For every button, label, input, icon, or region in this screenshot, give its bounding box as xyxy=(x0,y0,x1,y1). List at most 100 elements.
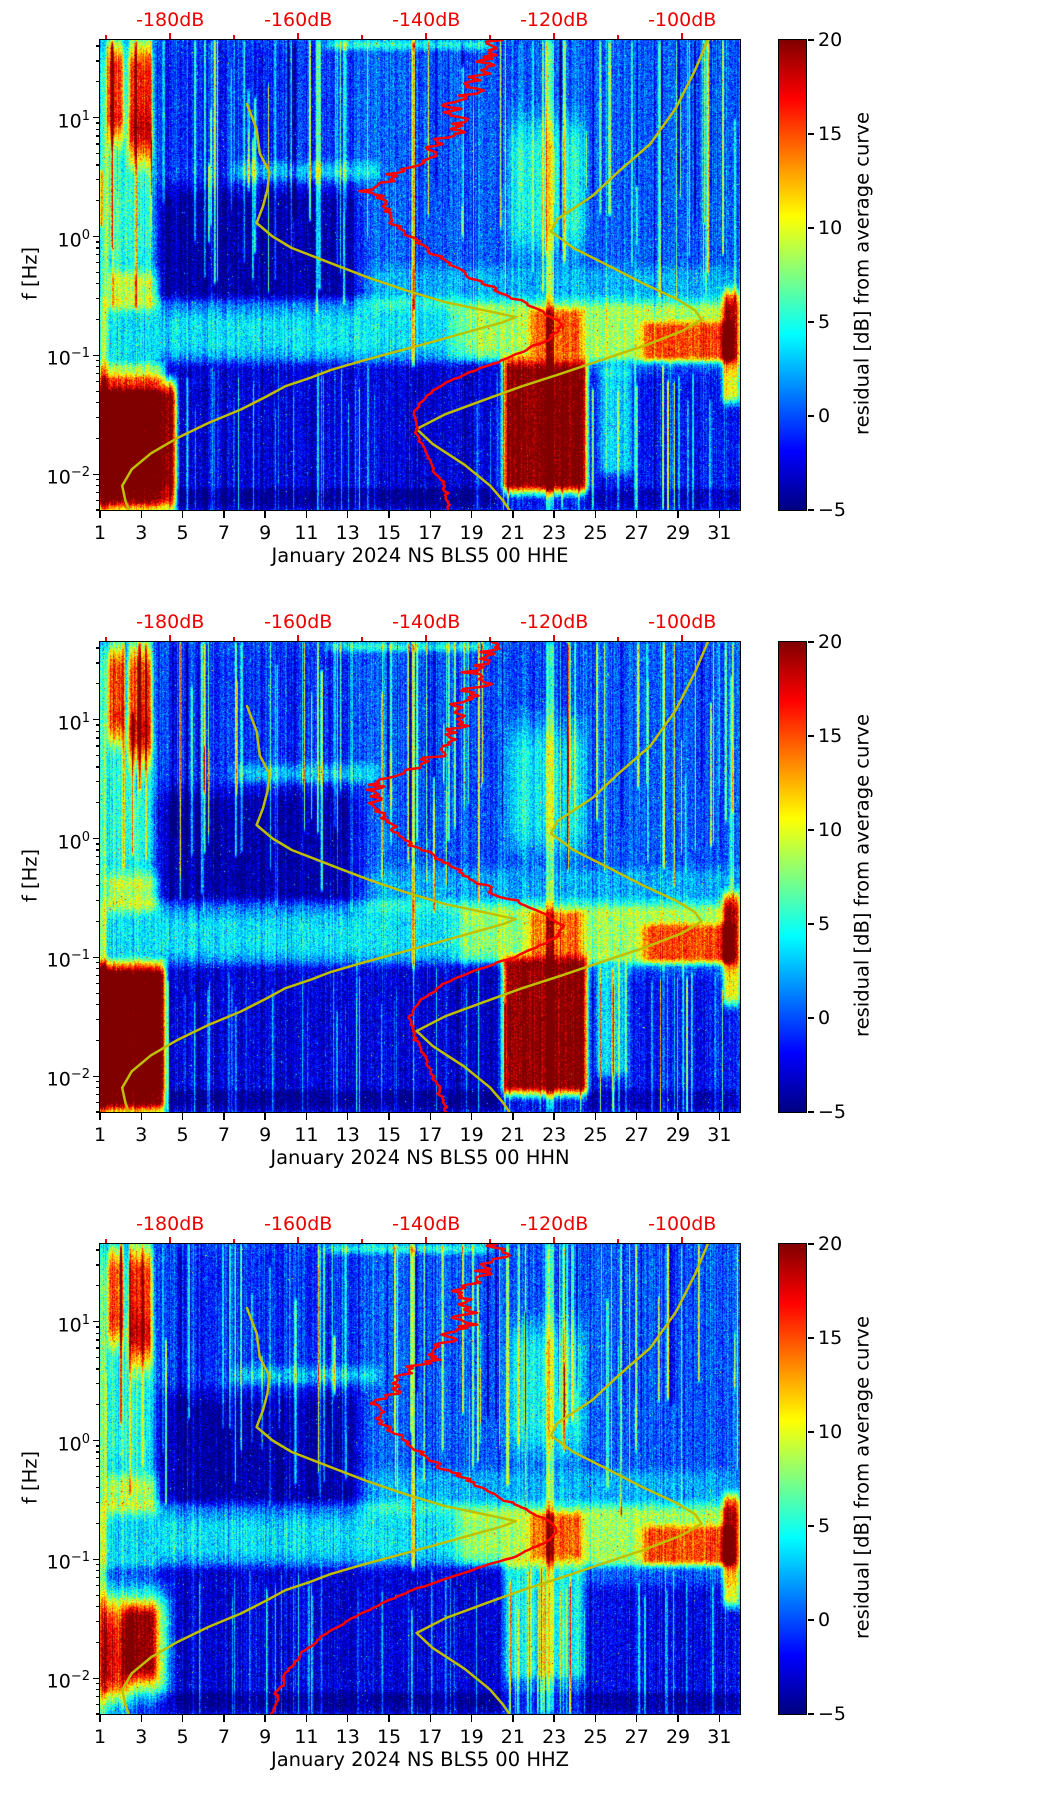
x-tick-label: 13 xyxy=(335,1124,360,1146)
x-tick-label: 23 xyxy=(542,522,567,544)
x-tick-label: 13 xyxy=(335,522,360,544)
x-tick xyxy=(140,1113,142,1120)
x-tick-label: 1 xyxy=(93,1124,107,1146)
x-tick xyxy=(429,511,431,518)
y-tick-exponent: −1 xyxy=(70,948,90,964)
plot-title: January 2024 NS BLS5 00 HHN xyxy=(270,1146,570,1169)
x-tick xyxy=(305,1113,308,1120)
x-tick xyxy=(388,511,390,518)
spectrogram-plot xyxy=(99,1243,741,1715)
x-tick-label: 31 xyxy=(707,1726,732,1748)
median-psd-curve xyxy=(269,1244,558,1714)
x-tick-label: 31 xyxy=(707,1124,732,1146)
x-tick xyxy=(636,511,638,518)
x-tick-label: 29 xyxy=(665,1124,691,1146)
colorbar-tick xyxy=(808,1619,814,1621)
x-tick-label: 25 xyxy=(583,1726,608,1748)
x-tick-label: 29 xyxy=(665,522,691,544)
x-tick-label: 9 xyxy=(259,1726,272,1748)
x-tick-label: 15 xyxy=(376,522,402,544)
median-psd-curve xyxy=(358,40,564,510)
colorbar-tick xyxy=(808,1431,814,1433)
y-tick-exponent: 1 xyxy=(81,710,90,726)
y-tick-base: 10 xyxy=(57,830,82,853)
high-noise-model-curve xyxy=(415,1244,710,1714)
y-tick-label: 10−2 xyxy=(16,1062,90,1092)
colorbar-tick xyxy=(808,1713,814,1715)
x-tick xyxy=(718,511,721,518)
x-tick xyxy=(181,1715,184,1722)
top-axis-label: -100dB xyxy=(648,1213,717,1235)
x-tick-label: 15 xyxy=(376,1124,402,1146)
x-tick xyxy=(305,1715,308,1722)
spectrogram-panel-hhe: f [Hz] 1 3 5 7 9 11 13 15 17 19 21 23 25 27 29 31 101 100… xyxy=(0,0,1052,602)
colorbar-tick xyxy=(808,1111,814,1113)
x-tick-label: 5 xyxy=(176,1726,189,1748)
x-tick xyxy=(677,1113,679,1120)
x-tick-label: 7 xyxy=(217,1726,230,1748)
y-tick-label: 10−1 xyxy=(16,1545,90,1575)
top-axis-label: -160dB xyxy=(264,611,333,633)
top-axis-label: -180dB xyxy=(136,611,205,633)
colorbar xyxy=(778,641,807,1113)
x-tick xyxy=(99,511,101,518)
x-tick-label: 23 xyxy=(542,1124,567,1146)
psd-curves-overlay xyxy=(120,1244,710,1714)
x-tick xyxy=(594,1113,597,1120)
x-tick-label: 19 xyxy=(459,1726,484,1748)
y-tick-exponent: 1 xyxy=(81,108,90,124)
spectrogram-panel-hhz: f [Hz] 1 3 5 7 9 11 13 15 17 19 21 23 25 27 29 31 101 100… xyxy=(0,1204,1052,1806)
y-tick-label: 101 xyxy=(16,104,90,134)
top-axis-label: -160dB xyxy=(264,1213,333,1235)
y-tick-base: 10 xyxy=(46,1551,71,1574)
x-tick xyxy=(470,511,473,518)
y-axis-label: f [Hz] xyxy=(18,1450,42,1505)
y-tick-base: 10 xyxy=(46,347,71,370)
x-tick xyxy=(347,1113,349,1120)
x-tick xyxy=(553,511,555,518)
x-tick-label: 5 xyxy=(176,1124,189,1146)
y-tick-base: 10 xyxy=(46,949,71,972)
x-tick-label: 11 xyxy=(294,522,319,544)
top-axis-label: -180dB xyxy=(136,9,205,31)
high-noise-model-curve xyxy=(415,40,710,510)
y-tick-exponent: −1 xyxy=(70,346,90,362)
top-axis-label: -140dB xyxy=(392,9,461,31)
x-tick-label: 21 xyxy=(500,1726,525,1748)
top-axis-label: -100dB xyxy=(648,611,717,633)
x-tick xyxy=(223,1715,225,1722)
x-tick xyxy=(594,1715,597,1722)
y-tick-exponent: 0 xyxy=(81,1431,90,1447)
x-tick-label: 3 xyxy=(135,1726,148,1748)
colorbar xyxy=(778,39,807,511)
x-tick xyxy=(223,1113,225,1120)
x-tick xyxy=(305,511,308,518)
x-tick-label: 19 xyxy=(459,1124,484,1146)
x-tick xyxy=(388,1113,390,1120)
x-tick-label: 27 xyxy=(624,1726,649,1748)
colorbar-tick xyxy=(808,509,814,511)
x-tick xyxy=(347,511,349,518)
x-tick-label: 31 xyxy=(707,522,732,544)
x-tick-label: 21 xyxy=(500,1124,525,1146)
x-tick xyxy=(223,511,225,518)
y-tick-exponent: 0 xyxy=(81,227,90,243)
y-tick-label: 10−1 xyxy=(16,943,90,973)
x-tick-label: 23 xyxy=(542,1726,567,1748)
colorbar-tick xyxy=(808,735,814,737)
top-axis-label: -120dB xyxy=(520,1213,589,1235)
x-tick xyxy=(594,511,597,518)
plot-title: January 2024 NS BLS5 00 HHE xyxy=(271,544,569,567)
x-tick-label: 27 xyxy=(624,1124,649,1146)
x-tick-label: 13 xyxy=(335,1726,360,1748)
x-tick-label: 15 xyxy=(376,1726,402,1748)
x-tick xyxy=(99,1113,101,1120)
x-tick xyxy=(388,1715,390,1722)
colorbar-tick xyxy=(808,415,814,417)
x-tick-label: 7 xyxy=(217,1124,230,1146)
x-tick-label: 27 xyxy=(624,522,649,544)
colorbar-tick xyxy=(808,1017,814,1019)
y-tick-base: 10 xyxy=(57,1432,82,1455)
x-tick-label: 5 xyxy=(176,522,189,544)
median-psd-curve xyxy=(365,642,566,1112)
